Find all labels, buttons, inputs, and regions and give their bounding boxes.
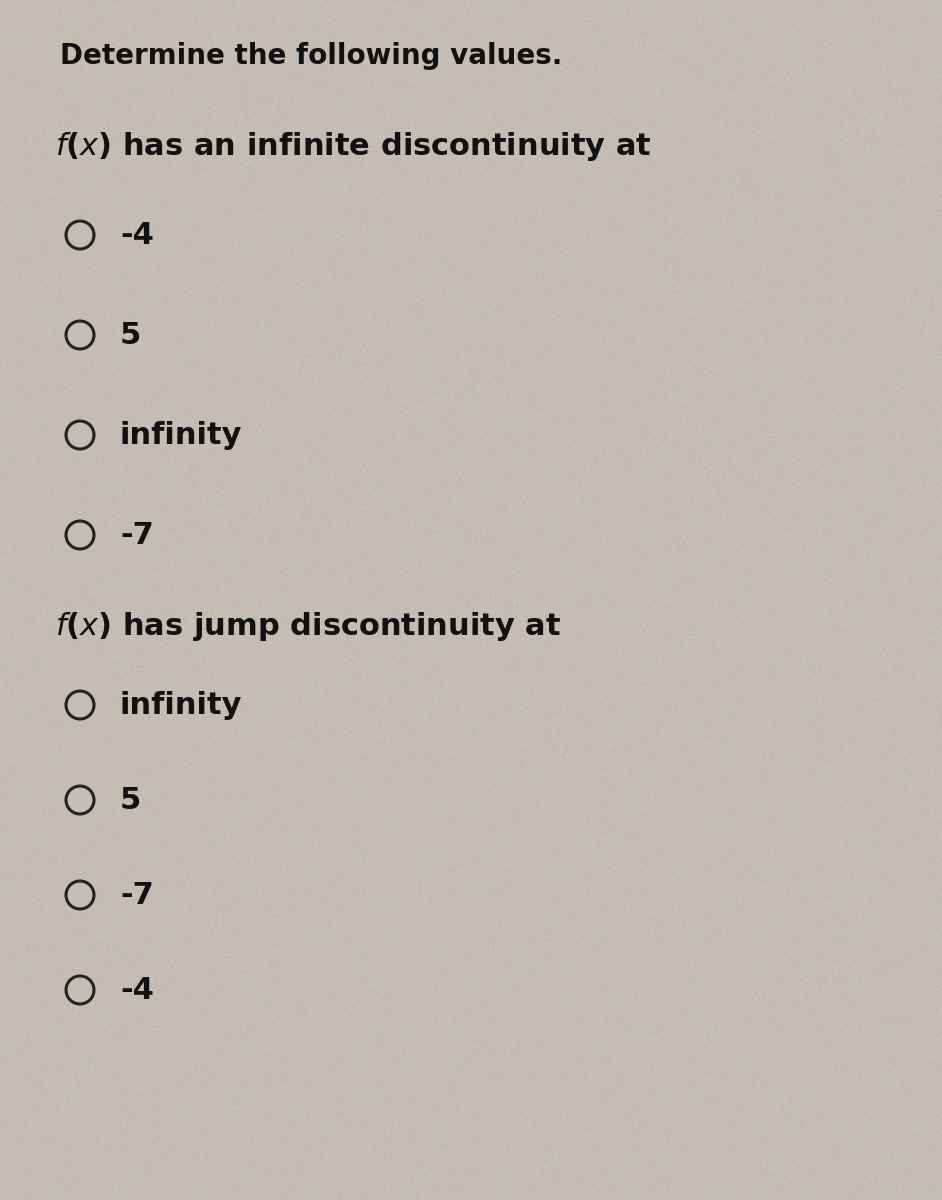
Circle shape [66,976,94,1004]
Text: Determine the following values.: Determine the following values. [60,42,562,70]
Circle shape [66,221,94,248]
Text: -7: -7 [120,881,154,910]
Text: 5: 5 [120,786,141,815]
Text: -4: -4 [120,976,154,1006]
Text: infinity: infinity [120,421,242,450]
Text: $\mathbf{\mathit{f}(\mathit{x})}$ has jump discontinuity at: $\mathbf{\mathit{f}(\mathit{x})}$ has ju… [55,610,561,643]
Circle shape [66,786,94,814]
Text: infinity: infinity [120,691,242,720]
Circle shape [66,421,94,449]
Text: 5: 5 [120,320,141,350]
Circle shape [66,521,94,550]
Circle shape [66,691,94,719]
Text: -7: -7 [120,521,154,550]
Text: $\mathbf{\mathit{f}(\mathit{x})}$ has an infinite discontinuity at: $\mathbf{\mathit{f}(\mathit{x})}$ has an… [55,130,652,163]
Circle shape [66,881,94,910]
Text: -4: -4 [120,221,154,250]
Circle shape [66,320,94,349]
